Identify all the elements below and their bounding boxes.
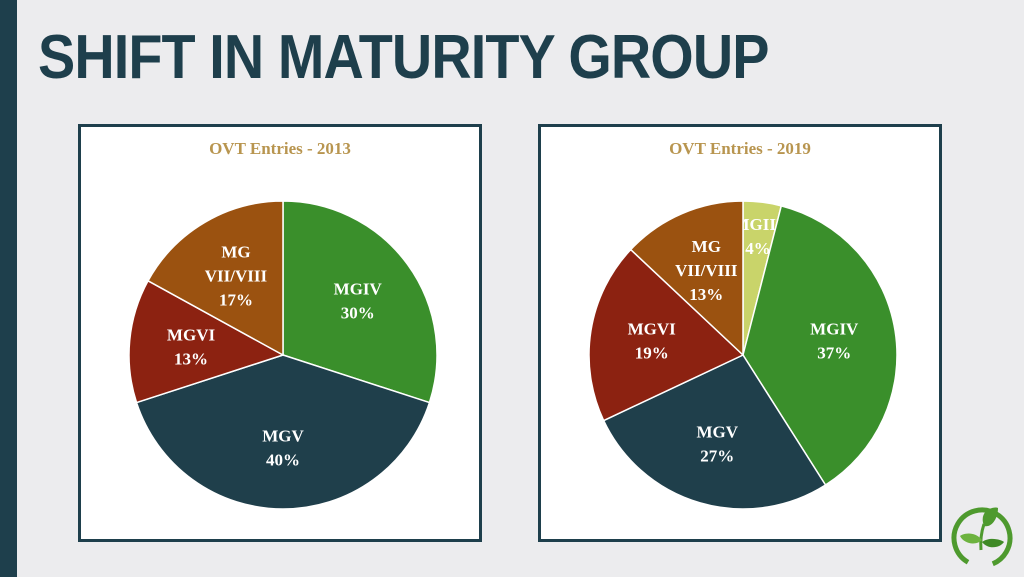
pie-slice-mgv xyxy=(602,354,827,510)
accent-bar xyxy=(0,0,17,577)
chart-title: OVT Entries - 2019 xyxy=(669,139,811,158)
pie-slice-mgv xyxy=(135,354,431,510)
pie-slice-mg-viiviii xyxy=(147,200,284,357)
slice-label: MGIII 4% xyxy=(733,215,783,258)
pie-slice-mg-viiviii xyxy=(629,200,744,357)
pie-slice-mgvi xyxy=(128,279,285,404)
pie-chart-2013: OVT Entries - 2013 MGIV 30% MGV 40% MGVI 13% M… xyxy=(78,124,482,542)
slice-label: MGIV 30% xyxy=(334,280,383,323)
pie-slice-mgvi xyxy=(588,248,745,422)
slice-label: MGVI 13% xyxy=(167,325,216,368)
slice-label: MGIV 37% xyxy=(810,320,859,363)
pie-chart-2019: OVT Entries - 2019 MGIII 4% MGIV 37% MGV 27% M… xyxy=(538,124,942,542)
slice-label: MGVI 19% xyxy=(628,320,677,363)
pie-chart-2019-svg: MGIII 4% MGIV 37% MGV 27% MGVI 19% MG VII/VIII 13% xyxy=(588,200,898,510)
pie-chart-2013-svg: MGIV 30% MGV 40% MGVI 13% MG VII/VIII 17% xyxy=(128,200,438,510)
pie-slice-mgiv xyxy=(282,200,438,404)
slide-title: SHIFT IN MATURITY GROUP xyxy=(38,23,769,92)
leaf-sprout-icon xyxy=(951,507,1013,569)
chart-title: OVT Entries - 2013 xyxy=(209,139,351,158)
slice-label: MGV 27% xyxy=(696,423,738,466)
slice-label: MG VII/VIII 17% xyxy=(205,242,268,309)
slice-label: MG VII/VIII 13% xyxy=(675,237,738,304)
slice-label: MGV 40% xyxy=(262,426,304,469)
